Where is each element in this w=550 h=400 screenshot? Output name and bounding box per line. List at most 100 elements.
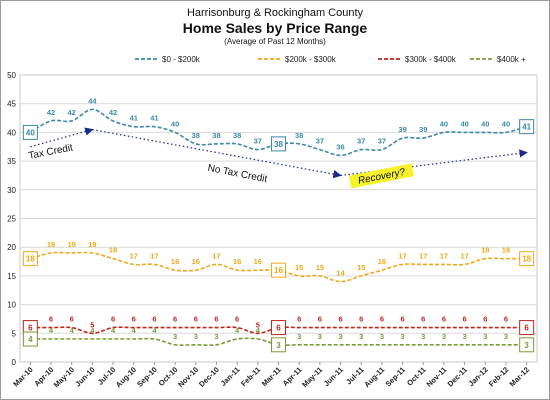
data-label: 3 (421, 332, 425, 341)
y-tick-label: 45 (7, 100, 16, 109)
data-label: 4 (28, 335, 33, 344)
y-tick-label: 5 (12, 329, 17, 338)
data-label: 6 (483, 315, 487, 324)
data-label: 3 (380, 332, 384, 341)
data-label: 17 (419, 251, 427, 260)
data-label: 6 (152, 315, 156, 324)
data-label: 38 (295, 131, 303, 140)
x-tick-label: Jun-10 (73, 365, 96, 388)
data-label: 17 (398, 251, 406, 260)
data-label: 4 (49, 326, 54, 335)
x-tick-label: Sep-10 (135, 365, 159, 389)
data-label: 3 (524, 341, 529, 350)
data-label: 4 (152, 326, 157, 335)
data-label-box (519, 320, 535, 336)
data-label: 17 (150, 251, 158, 260)
data-label: 6 (49, 315, 53, 324)
data-label: 3 (194, 332, 198, 341)
data-label: 42 (47, 108, 55, 117)
data-label: 15 (295, 263, 303, 272)
data-label-box (519, 251, 535, 267)
data-label: 6 (235, 315, 239, 324)
data-label: 5 (256, 320, 260, 329)
data-label: 6 (338, 315, 342, 324)
x-tick-label: Mar-10 (11, 365, 34, 388)
data-label: 17 (440, 251, 448, 260)
data-label: 6 (318, 315, 322, 324)
data-label: 6 (421, 315, 425, 324)
data-label: 16 (254, 257, 262, 266)
trend-arrow (30, 127, 94, 148)
data-label: 3 (338, 332, 342, 341)
data-label: 3 (297, 332, 301, 341)
data-label: 16 (233, 257, 241, 266)
legend-label: $200k - $300k (285, 55, 337, 64)
data-label-box (519, 337, 535, 353)
data-label: 18 (502, 246, 510, 255)
data-label: 3 (359, 332, 363, 341)
y-tick-label: 25 (7, 215, 16, 224)
y-tick-label: 0 (12, 358, 17, 367)
data-label-box (22, 251, 38, 267)
data-label: 6 (524, 324, 529, 333)
x-tick-label: Jan-11 (219, 365, 242, 388)
data-label: 3 (214, 332, 218, 341)
x-tick-label: Dec-11 (446, 365, 469, 388)
data-label: 6 (28, 324, 33, 333)
data-label: 16 (192, 257, 200, 266)
data-label: 3 (442, 332, 446, 341)
data-label: 3 (463, 332, 467, 341)
y-tick-label: 30 (7, 186, 16, 195)
data-label: 41 (522, 123, 531, 132)
data-label: 40 (440, 119, 448, 128)
chart-subtitle: (Average of Past 12 Months) (224, 37, 326, 46)
data-label: 3 (504, 332, 508, 341)
x-tick-label: Mar-12 (508, 365, 531, 388)
x-tick-label: Aug-11 (362, 365, 386, 389)
data-label: 17 (130, 251, 138, 260)
data-label: 41 (130, 114, 138, 123)
data-label: 18 (522, 255, 531, 264)
data-label: 18 (26, 255, 35, 264)
x-tick-label: Apr-11 (281, 365, 304, 388)
data-label: 36 (336, 142, 344, 151)
y-tick-label: 10 (7, 301, 16, 310)
data-label: 40 (502, 119, 510, 128)
x-tick-label: Oct-11 (405, 365, 428, 388)
data-label: 6 (504, 315, 508, 324)
x-tick-label: May-10 (52, 365, 76, 389)
data-label: 37 (357, 137, 365, 146)
data-label: 39 (398, 125, 406, 134)
data-label: 6 (442, 315, 446, 324)
data-label: 16 (378, 257, 386, 266)
x-tick-label: Feb-11 (239, 365, 262, 388)
data-label: 14 (336, 269, 345, 278)
data-label: 6 (359, 315, 363, 324)
y-tick-label: 40 (7, 128, 16, 137)
y-tick-label: 50 (7, 71, 16, 80)
x-tick-label: Jun-11 (322, 365, 345, 388)
data-label: 4 (111, 326, 116, 335)
data-label: 41 (150, 114, 158, 123)
chart-title: Home Sales by Price Range (182, 20, 368, 36)
x-tick-label: Sep-11 (384, 365, 407, 388)
data-label: 6 (194, 315, 198, 324)
data-label: 15 (316, 263, 324, 272)
data-label: 3 (483, 332, 487, 341)
data-label: 40 (26, 128, 35, 137)
data-label: 38 (233, 131, 241, 140)
data-label: 17 (460, 251, 468, 260)
data-label-box (22, 124, 38, 140)
data-label: 19 (88, 240, 96, 249)
x-tick-label: Feb-12 (487, 365, 510, 388)
data-label: 3 (400, 332, 404, 341)
y-tick-label: 35 (7, 157, 16, 166)
x-tick-label: Dec-10 (197, 365, 221, 389)
legend-label: $0 - $200k (162, 55, 201, 64)
data-label: 16 (274, 266, 283, 275)
data-label: 4 (70, 326, 75, 335)
data-label: 38 (212, 131, 220, 140)
data-label: 18 (481, 246, 489, 255)
data-label-box (22, 331, 38, 347)
data-label: 6 (70, 315, 74, 324)
